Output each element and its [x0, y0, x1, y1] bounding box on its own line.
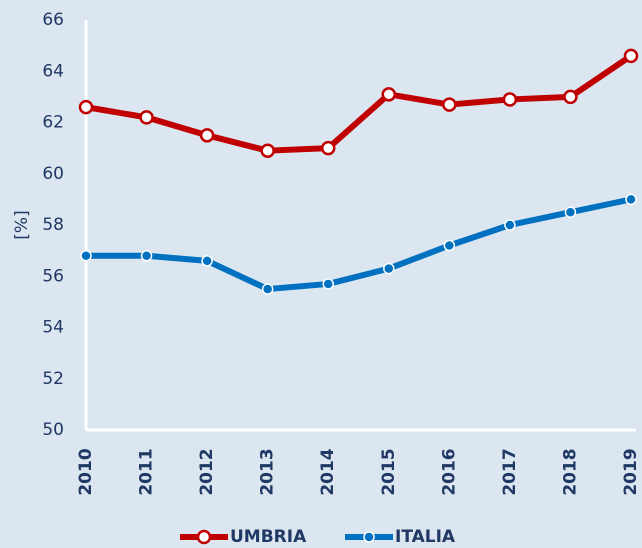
- marker: [140, 250, 153, 262]
- y-tick-label: 56: [42, 266, 64, 286]
- x-tick-label: 2016: [439, 448, 459, 495]
- y-tick-label: 62: [42, 113, 64, 133]
- marker: [564, 206, 577, 218]
- marker: [199, 128, 215, 143]
- marker: [383, 262, 395, 275]
- y-axis-label: [%]: [12, 210, 32, 239]
- x-tick-label: 2011: [137, 448, 157, 495]
- marker: [261, 283, 274, 295]
- y-tick-label: 52: [42, 369, 64, 389]
- marker: [322, 278, 334, 290]
- x-tick-label: 2010: [76, 448, 96, 495]
- y-tick-label: 66: [42, 10, 64, 30]
- series-line: [86, 196, 632, 293]
- marker: [260, 143, 275, 158]
- x-tick-label: 2017: [500, 448, 520, 495]
- x-tick-label: 2018: [560, 448, 580, 495]
- marker: [502, 92, 518, 107]
- marker: [381, 87, 397, 102]
- marker: [80, 250, 92, 262]
- marker: [139, 110, 154, 125]
- series-line: [85, 53, 633, 154]
- y-tick-label: 64: [42, 61, 64, 81]
- marker: [563, 89, 578, 105]
- y-tick-label: 50: [42, 420, 64, 440]
- legend-marker: [196, 529, 212, 545]
- marker: [625, 193, 637, 206]
- y-tick-label: 54: [42, 318, 64, 338]
- marker: [504, 219, 516, 231]
- y-tick-label: 58: [42, 215, 64, 235]
- x-tick-label: 2014: [318, 448, 338, 495]
- marker: [201, 255, 213, 267]
- marker: [442, 97, 457, 112]
- legend-label: UMBRIA: [230, 527, 307, 547]
- x-tick-label: 2015: [379, 448, 399, 495]
- x-tick-label: 2019: [621, 448, 641, 495]
- x-tick-label: 2013: [258, 448, 278, 495]
- legend-label: ITALIA: [395, 527, 456, 547]
- marker: [623, 48, 639, 64]
- legend-marker: [363, 531, 375, 543]
- y-tick-label: 60: [42, 164, 64, 184]
- x-tick-label: 2012: [197, 448, 217, 495]
- marker: [320, 140, 336, 156]
- marker: [443, 239, 456, 252]
- marker: [78, 99, 94, 115]
